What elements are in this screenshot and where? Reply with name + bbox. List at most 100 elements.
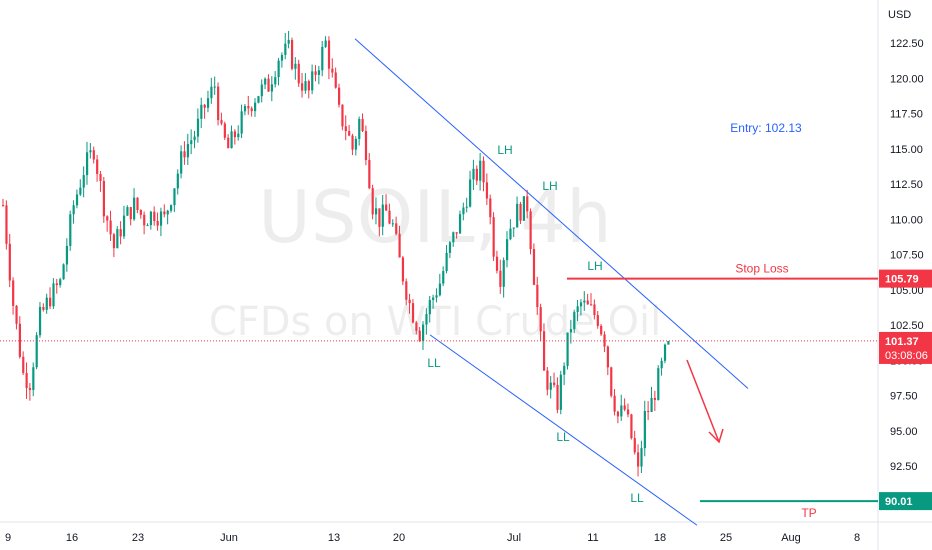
candle-body: [109, 220, 112, 235]
candle-body: [583, 300, 586, 303]
time-tick-label: 18: [654, 532, 666, 544]
candle-body: [217, 86, 220, 121]
candle-body: [448, 242, 452, 253]
candle-body: [663, 344, 667, 361]
candle-body: [348, 131, 351, 136]
candle-body: [247, 106, 250, 109]
candle-body: [388, 210, 391, 224]
candle-body: [667, 340, 670, 345]
candle-body: [143, 214, 146, 226]
candle-body: [277, 60, 280, 78]
candle-body: [59, 279, 62, 286]
candle-body: [317, 70, 321, 75]
candle-body: [499, 270, 502, 287]
candle-body: [223, 123, 226, 138]
candle-body: [378, 208, 381, 227]
candle-body: [136, 197, 139, 210]
candle-body: [425, 314, 428, 325]
time-tick-label: 9: [5, 532, 11, 544]
candle-body: [116, 229, 119, 249]
candle-body: [576, 306, 579, 313]
swing-label: LL: [630, 491, 644, 505]
time-tick-label: 8: [854, 532, 860, 544]
time-tick-label: 16: [66, 532, 78, 544]
time-tick-label: Jul: [507, 532, 521, 544]
candle-body: [549, 382, 552, 390]
candle-body: [230, 131, 233, 149]
candle-body: [452, 232, 455, 243]
last-price-badge: 101.37: [885, 336, 919, 348]
candle-body: [159, 211, 163, 226]
candle-body: [626, 409, 630, 415]
candle-body: [86, 152, 89, 176]
stop-loss-label: Stop Loss: [735, 262, 788, 276]
candle-body: [240, 111, 243, 134]
candle-body: [563, 365, 566, 375]
candle-body: [643, 410, 646, 449]
candle-body: [408, 299, 411, 304]
candle-body: [455, 232, 458, 234]
candle-body: [250, 108, 253, 112]
candle-body: [146, 225, 149, 227]
candle-body: [351, 135, 354, 150]
candle-body: [522, 196, 525, 221]
candle-body: [620, 405, 623, 417]
drawings-group: [0, 38, 878, 526]
candle-body: [586, 300, 589, 305]
price-tick-label: 120.00: [890, 73, 924, 85]
candle-body: [75, 194, 79, 206]
candle-body: [112, 234, 116, 249]
candle-body: [640, 448, 643, 467]
candle-body: [25, 372, 28, 389]
currency-label: USD: [888, 9, 911, 21]
take-profit-label: TP: [801, 506, 816, 520]
candle-body: [516, 203, 519, 228]
candle-body: [314, 71, 317, 75]
take-profit-badge: 90.01: [885, 496, 913, 508]
candle-body: [344, 126, 347, 132]
candle-body: [660, 360, 663, 369]
candle-body: [304, 81, 307, 91]
candle-body: [321, 46, 324, 71]
candle-body: [122, 215, 126, 237]
price-tick-label: 122.50: [890, 38, 924, 50]
candle-body: [280, 54, 284, 61]
candle-body: [210, 86, 213, 99]
price-axis[interactable]: 122.50 120.00 117.50 115.00 112.50 110.00 107.…: [890, 38, 924, 473]
candle-body: [284, 43, 287, 55]
time-tick-label: 23: [132, 532, 144, 544]
time-tick-label: 11: [587, 532, 598, 544]
candle-body: [361, 118, 364, 132]
countdown-label: 03:08:06: [885, 350, 928, 362]
candle-body: [573, 312, 576, 330]
stop-loss-badge: 105.79: [885, 274, 919, 286]
candle-body: [596, 315, 599, 326]
candle-body: [354, 138, 357, 150]
candle-body: [28, 388, 32, 390]
candle-body: [411, 303, 415, 323]
candle-body: [556, 384, 559, 410]
candle-body: [331, 68, 334, 73]
candle-body: [395, 223, 398, 234]
candle-body: [287, 39, 290, 44]
candle-body: [519, 203, 522, 221]
candle-body: [196, 118, 200, 137]
candle-body: [435, 295, 438, 298]
candle-body: [274, 77, 277, 85]
price-tick-label: 95.00: [890, 426, 918, 438]
candle-body: [368, 160, 371, 189]
candle-body: [469, 179, 472, 207]
candle-body: [502, 260, 505, 287]
candle-body: [163, 211, 166, 215]
candle-body: [190, 140, 193, 145]
candle-body: [606, 346, 609, 368]
candle-body: [65, 245, 69, 265]
candle-body: [653, 397, 657, 400]
candle-body: [193, 136, 196, 141]
candle-body: [307, 81, 310, 91]
candle-body: [12, 280, 15, 306]
time-axis[interactable]: 9 16 23 Jun 13 20 Jul 11 18 25 Aug 8: [5, 532, 860, 544]
candle-body: [630, 414, 633, 439]
candle-body: [472, 168, 475, 180]
